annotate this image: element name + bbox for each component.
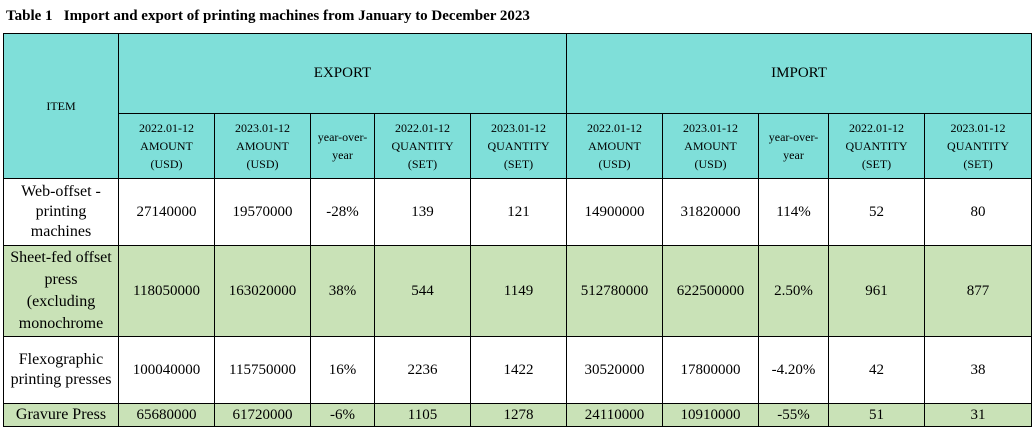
export-amount-2022: 65680000 [118,403,215,427]
header-row-columns: 2022.01-12 AMOUNT (USD) 2023.01-12 AMOUNT (U… [3,113,1033,179]
import-amount-2023: 17800000 [662,336,759,404]
export-col-header: 2022.01-12 QUANTITY (SET) [374,113,471,179]
export-quantity-2023: 1278 [470,403,567,427]
export-header: EXPORT [118,33,567,114]
import-quantity-2023: 80 [923,178,1033,246]
export-col-header: 2023.01-12 QUANTITY (SET) [470,113,567,179]
import-amount-2022: 24110000 [566,403,663,427]
export-quantity-2023: 1149 [470,245,567,337]
item-cell: Web-offset - printing machines [3,178,119,246]
import-quantity-2022: 52 [828,178,925,246]
table-row: Web-offset - printing machines 27140000 19… [3,178,1033,246]
import-col-header: 2022.01-12 QUANTITY (SET) [828,113,925,179]
import-amount-2022: 30520000 [566,336,663,404]
import-col-header: 2022.01-12 AMOUNT (USD) [566,113,663,179]
item-cell: Flexographic printing presses [3,336,119,404]
table-caption: Table 1 Import and export of printing ma… [6,8,530,24]
export-yoy: 16% [310,336,375,404]
import-yoy: 114% [758,178,829,246]
import-amount-2022: 512780000 [566,245,663,337]
export-amount-2022: 118050000 [118,245,215,337]
import-quantity-2022: 961 [828,245,925,337]
export-amount-2023: 61720000 [214,403,311,427]
import-yoy: -4.20% [758,336,829,404]
item-cell: Gravure Press [3,403,119,427]
import-col-header: 2023.01-12 AMOUNT (USD) [662,113,759,179]
export-amount-2023: 163020000 [214,245,311,337]
export-col-header: 2022.01-12 AMOUNT (USD) [118,113,215,179]
export-yoy: -6% [310,403,375,427]
import-quantity-2022: 42 [828,336,925,404]
import-yoy: -55% [758,403,829,427]
export-col-header: year-over-year [310,113,375,179]
import-quantity-2023: 877 [923,245,1033,337]
header-row-groups: ITEM EXPORT IMPORT [3,33,1033,179]
import-yoy: 2.50% [758,245,829,337]
export-amount-2022: 27140000 [118,178,215,246]
export-yoy: -28% [310,178,375,246]
import-quantity-2023: 38 [923,336,1033,404]
export-quantity-2022: 139 [374,178,471,246]
export-amount-2022: 100040000 [118,336,215,404]
export-quantity-2022: 2236 [374,336,471,404]
import-quantity-2022: 51 [828,403,925,427]
import-quantity-2023: 31 [923,403,1033,427]
export-col-header: 2023.01-12 AMOUNT (USD) [214,113,311,179]
export-amount-2023: 115750000 [214,336,311,404]
export-quantity-2023: 121 [470,178,567,246]
import-amount-2022: 14900000 [566,178,663,246]
export-amount-2023: 19570000 [214,178,311,246]
export-quantity-2022: 1105 [374,403,471,427]
import-col-header: year-over-year [758,113,829,179]
table-row: Gravure Press 65680000 61720000 -6% 1105… [3,403,1033,427]
import-header: IMPORT [565,33,1033,114]
export-yoy: 38% [310,245,375,337]
import-col-header: 2023.01-12 QUANTITY (SET) [923,113,1033,179]
data-table: ITEM EXPORT IMPORT 2022.01-12 AMOUNT (USD)… [3,33,1033,427]
import-amount-2023: 31820000 [662,178,759,246]
item-header: ITEM [3,33,119,179]
export-quantity-2023: 1422 [470,336,567,404]
import-amount-2023: 10910000 [662,403,759,427]
table-row: Flexographic printing presses 100040000 1… [3,336,1033,404]
export-quantity-2022: 544 [374,245,471,337]
item-cell: Sheet-fed offset press (excluding monochrom… [3,245,119,337]
import-amount-2023: 622500000 [662,245,759,337]
table-row: Sheet-fed offset press (excluding monochrom… [3,245,1033,337]
